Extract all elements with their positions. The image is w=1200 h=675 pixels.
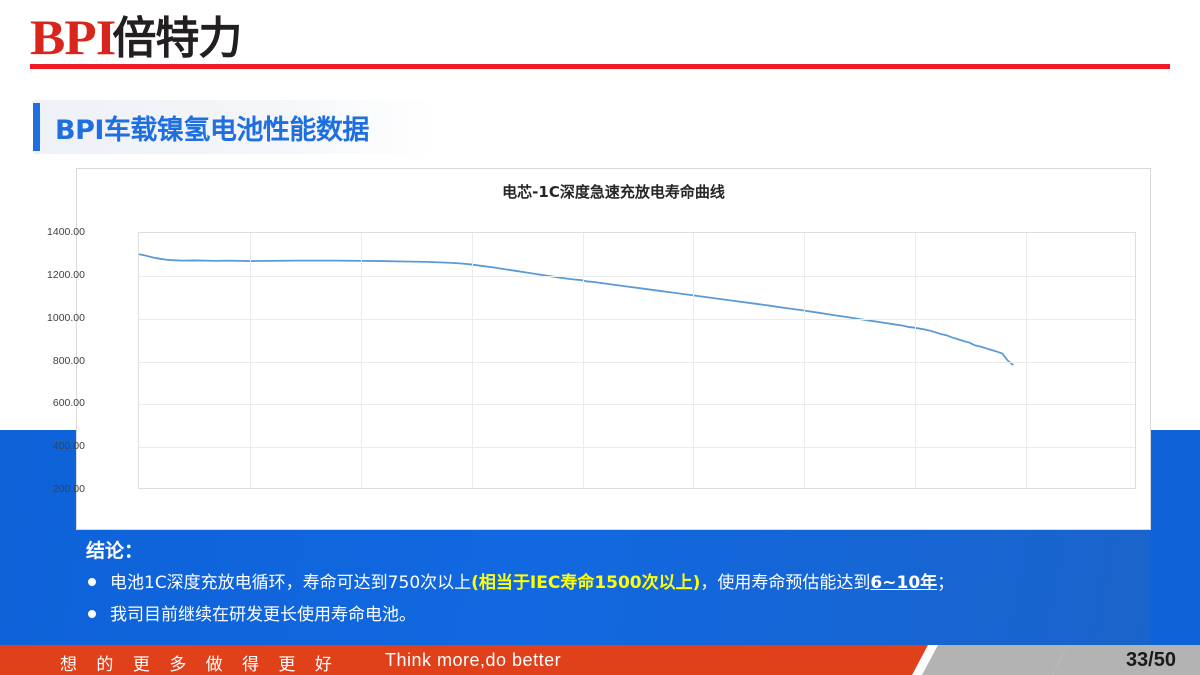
y-tick-label: 1200.00 xyxy=(47,268,85,281)
blue-background-panel-right xyxy=(1150,430,1200,645)
highlight-text: (相当于IEC寿命1500次以上) xyxy=(471,573,701,593)
section-title: BPI车载镍氢电池性能数据 xyxy=(33,100,433,154)
grid-line-horizontal xyxy=(139,361,1135,363)
chart-container: 电芯-1C深度急速充放电寿命曲线 1400.00 1200.00 1000.00 80… xyxy=(47,168,1151,675)
grid-line-vertical xyxy=(804,233,806,488)
y-tick-label: 200.00 xyxy=(52,483,85,495)
conclusion-heading: 结论： xyxy=(86,540,144,562)
grid-line-vertical xyxy=(471,233,473,488)
y-tick-label: 1000.00 xyxy=(47,311,85,324)
conclusion-bullet-text: 电池1C深度充放电循环，寿命可达到750次以上(相当于IEC寿命1500次以上)… xyxy=(110,570,954,596)
conclusion-bullet: 电池1C深度充放电循环，寿命可达到750次以上(相当于IEC寿命1500次以上)… xyxy=(86,570,1146,596)
grid-line-horizontal xyxy=(139,275,1135,277)
grid-line-horizontal xyxy=(139,404,1135,406)
bullet-dot-icon xyxy=(88,578,96,586)
y-tick-label: 400.00 xyxy=(52,440,85,453)
y-tick-label: 600.00 xyxy=(52,397,85,410)
plain-text: ，使用寿命预估能达到 xyxy=(700,573,871,593)
conclusion-bullet-text: 我司目前继续在研发更长使用寿命电池。 xyxy=(110,602,416,628)
page-number: 33/50 xyxy=(1125,649,1176,671)
section-accent-bar xyxy=(33,103,40,151)
capacity-curve xyxy=(139,233,1135,488)
section-title-label: BPI车载镍氢电池性能数据 xyxy=(55,114,369,146)
plain-text: 电池1C深度充放电循环，寿命可达到750次以上 xyxy=(110,573,472,593)
grid-line-vertical xyxy=(360,233,362,488)
y-tick-label: 1400.00 xyxy=(47,226,85,238)
plot-area xyxy=(138,232,1136,489)
grid-line-vertical xyxy=(249,233,251,488)
logo-chinese-text: 倍特力 xyxy=(112,13,242,64)
chart-title: 电芯-1C深度急速充放电寿命曲线 xyxy=(502,183,725,201)
plain-text: 我司目前继续在研发更长使用寿命电池。 xyxy=(110,605,416,625)
footer-slogan-en: Think more,do better xyxy=(385,650,562,670)
y-tick-label: 800.00 xyxy=(52,354,85,367)
grid-line-horizontal xyxy=(139,447,1135,449)
underlined-text: 6~10年 xyxy=(870,573,938,593)
grid-line-horizontal xyxy=(139,318,1135,320)
grid-line-vertical xyxy=(1026,233,1028,488)
conclusion-bullet-list: 电池1C深度充放电循环，寿命可达到750次以上(相当于IEC寿命1500次以上)… xyxy=(86,570,1146,628)
grid-line-vertical xyxy=(582,233,584,488)
slide-footer: 想 的 更 多 做 得 更 好 Think more,do better 33/… xyxy=(0,645,1200,675)
grid-line-vertical xyxy=(693,233,695,488)
grid-line-vertical xyxy=(915,233,917,488)
company-logo: BPI 倍特力 xyxy=(30,9,242,65)
conclusion-block: 结论： 电池1C深度充放电循环，寿命可达到750次以上(相当于IEC寿命1500… xyxy=(86,536,1146,628)
footer-slogan-cn: 想 的 更 多 做 得 更 好 xyxy=(60,655,339,675)
plain-text: ； xyxy=(937,573,955,593)
bullet-dot-icon xyxy=(88,610,96,618)
conclusion-bullet: 我司目前继续在研发更长使用寿命电池。 xyxy=(86,602,1146,628)
footer-swoosh-gray xyxy=(918,645,1072,675)
logo-latin-text: BPI xyxy=(30,9,116,65)
header-red-rule xyxy=(30,64,1170,69)
